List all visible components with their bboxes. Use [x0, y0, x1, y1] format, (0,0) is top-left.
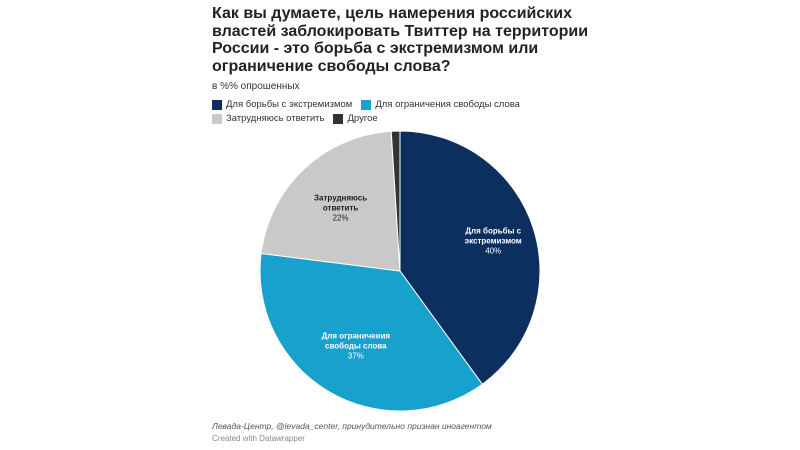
- legend-swatch: [212, 99, 222, 110]
- source-note: Левада-Центр, @levada_center, принудител…: [212, 421, 492, 431]
- legend-item: Другое: [333, 113, 378, 124]
- legend-swatch: [361, 99, 372, 110]
- legend-item: Затрудняюсь ответить: [212, 113, 324, 124]
- chart-header: Как вы думаете, цель намерения российски…: [212, 5, 612, 124]
- slice-label: Для ограничения: [322, 332, 391, 341]
- slice-value-label: 37%: [348, 352, 364, 361]
- slice-label: ответить: [323, 204, 359, 213]
- legend-swatch: [333, 113, 344, 124]
- chart-footer: Левада-Центр, @levada_center, принудител…: [212, 421, 492, 444]
- chart-subtitle: в %% опрошенных: [212, 81, 300, 92]
- credit-note: Created with Datawrapper: [212, 434, 305, 443]
- legend-label: Для борьбы с экстремизмом: [226, 99, 353, 110]
- legend-item: Для ограничения свободы слова: [361, 99, 520, 110]
- legend-item: Для борьбы с экстремизмом: [212, 99, 352, 110]
- chart-title: Как вы думаете, цель намерения российски…: [212, 5, 589, 75]
- pie-slice: [390, 130, 401, 272]
- slice-label: Затрудняюсь: [314, 194, 367, 203]
- legend: Для борьбы с экстремизмом Для ограничени…: [212, 99, 602, 124]
- pie-slice: [259, 252, 483, 412]
- slice-label: свободы слова: [325, 342, 387, 351]
- slice-value-label: 22%: [333, 214, 349, 223]
- legend-swatch: [212, 113, 222, 124]
- legend-label: Для ограничения свободы слова: [375, 99, 520, 110]
- slice-label: Для борьбы с: [465, 227, 521, 236]
- legend-label: Другое: [347, 113, 378, 124]
- slice-label: экстремизмом: [465, 237, 522, 246]
- slice-value-label: 40%: [485, 247, 501, 256]
- pie-slice: [399, 130, 541, 385]
- legend-label: Затрудняюсь ответить: [226, 113, 325, 124]
- pie-slice: [260, 130, 401, 272]
